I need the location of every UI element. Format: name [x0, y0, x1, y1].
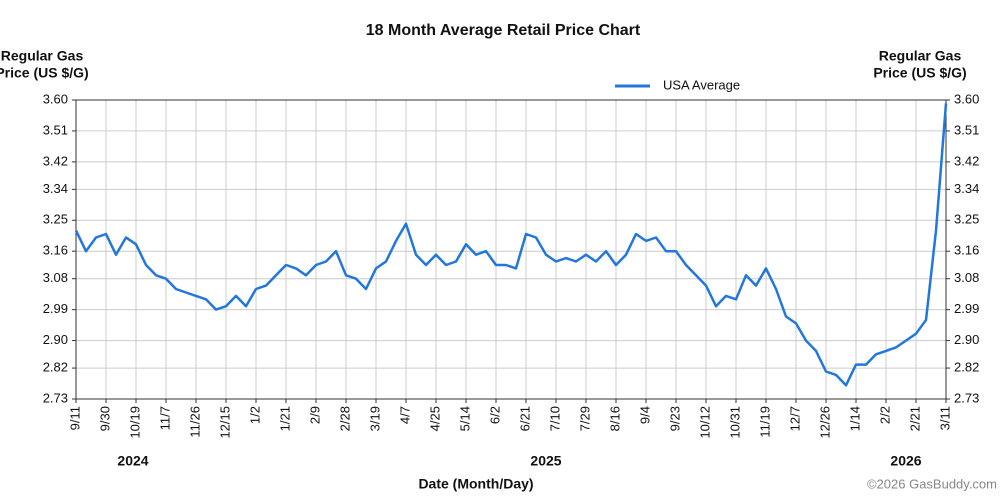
x-tick-label: 4/7 — [397, 406, 412, 424]
x-tick-label: 7/29 — [577, 406, 592, 431]
x-tick-label: 9/23 — [667, 406, 682, 431]
y-tick-label: 2.73 — [43, 390, 68, 405]
x-tick-label: 1/14 — [847, 406, 862, 431]
x-tick-label: 10/12 — [697, 406, 712, 439]
data-line — [74, 103, 948, 387]
y-tick-label: 3.34 — [43, 181, 68, 196]
x-tick-label: 2/9 — [307, 406, 322, 424]
year-label: 2026 — [890, 453, 921, 469]
credit: ©2026 GasBuddy.com — [867, 476, 997, 491]
y2-tick-label: 2.90 — [954, 332, 979, 347]
x-tick-label: 3/19 — [367, 406, 382, 431]
y2-tick-label: 3.60 — [954, 91, 979, 106]
x-axis-label: Date (Month/Day) — [418, 476, 533, 492]
x-tick-label: 1/21 — [277, 406, 292, 431]
y-axis-label: Price (US $/G) — [0, 65, 89, 81]
y2-tick-label: 3.16 — [954, 243, 979, 258]
x-tick-label: 11/7 — [157, 406, 172, 430]
x-tick-label: 10/31 — [727, 406, 742, 439]
y-axis-label: Regular Gas — [1, 48, 84, 64]
y2-axis-label: Price (US $/G) — [873, 65, 966, 81]
y2-tick-label: 3.25 — [954, 212, 979, 227]
x-tick-label: 6/21 — [517, 406, 532, 431]
x-tick-label: 2/28 — [337, 406, 352, 431]
x-tick-label: 11/26 — [187, 406, 202, 438]
x-tick-label: 5/14 — [457, 406, 472, 431]
y-tick-label: 2.90 — [43, 332, 68, 347]
y-tick-label: 2.99 — [43, 301, 68, 316]
plot-frame — [75, 99, 947, 400]
x-tick-label: 11/19 — [757, 406, 772, 438]
x-tick-label: 9/11 — [67, 406, 82, 430]
x-tick-label: 3/11 — [937, 406, 952, 430]
x-tick-label: 9/4 — [637, 406, 652, 424]
y2-tick-label: 3.42 — [954, 153, 979, 168]
y2-tick-label: 2.99 — [954, 301, 979, 316]
y2-tick-label: 3.34 — [954, 181, 979, 196]
x-tick-label: 8/16 — [607, 406, 622, 431]
year-label: 2024 — [117, 453, 148, 469]
x-tick-label: 2/21 — [907, 406, 922, 431]
y-tick-label: 3.16 — [43, 243, 68, 258]
y2-tick-label: 3.51 — [954, 122, 979, 137]
x-tick-label: 7/10 — [547, 406, 562, 431]
y-tick-label: 3.42 — [43, 153, 68, 168]
legend-label: USA Average — [663, 77, 740, 92]
y2-axis-label: Regular Gas — [879, 48, 962, 64]
x-tick-label: 12/7 — [787, 406, 802, 431]
y2-tick-label: 2.82 — [954, 360, 979, 375]
x-tick-label: 12/26 — [817, 406, 832, 439]
y-tick-label: 3.60 — [43, 91, 68, 106]
y-tick-label: 2.82 — [43, 360, 68, 375]
y-tick-label: 3.08 — [43, 270, 68, 285]
x-tick-label: 10/19 — [127, 406, 142, 439]
x-tick-label: 9/30 — [97, 406, 112, 431]
x-tick-label: 2/2 — [877, 406, 892, 424]
year-label: 2025 — [530, 453, 561, 469]
x-tick-label: 1/2 — [247, 406, 262, 424]
y2-tick-label: 2.73 — [954, 390, 979, 405]
chart-title: 18 Month Average Retail Price Chart — [366, 22, 641, 39]
y-tick-label: 3.51 — [43, 122, 68, 137]
x-tick-label: 12/15 — [217, 406, 232, 439]
y2-tick-label: 3.08 — [954, 270, 979, 285]
x-tick-label: 4/25 — [427, 406, 442, 431]
x-tick-label: 6/2 — [487, 406, 502, 424]
y-tick-label: 3.25 — [43, 212, 68, 227]
